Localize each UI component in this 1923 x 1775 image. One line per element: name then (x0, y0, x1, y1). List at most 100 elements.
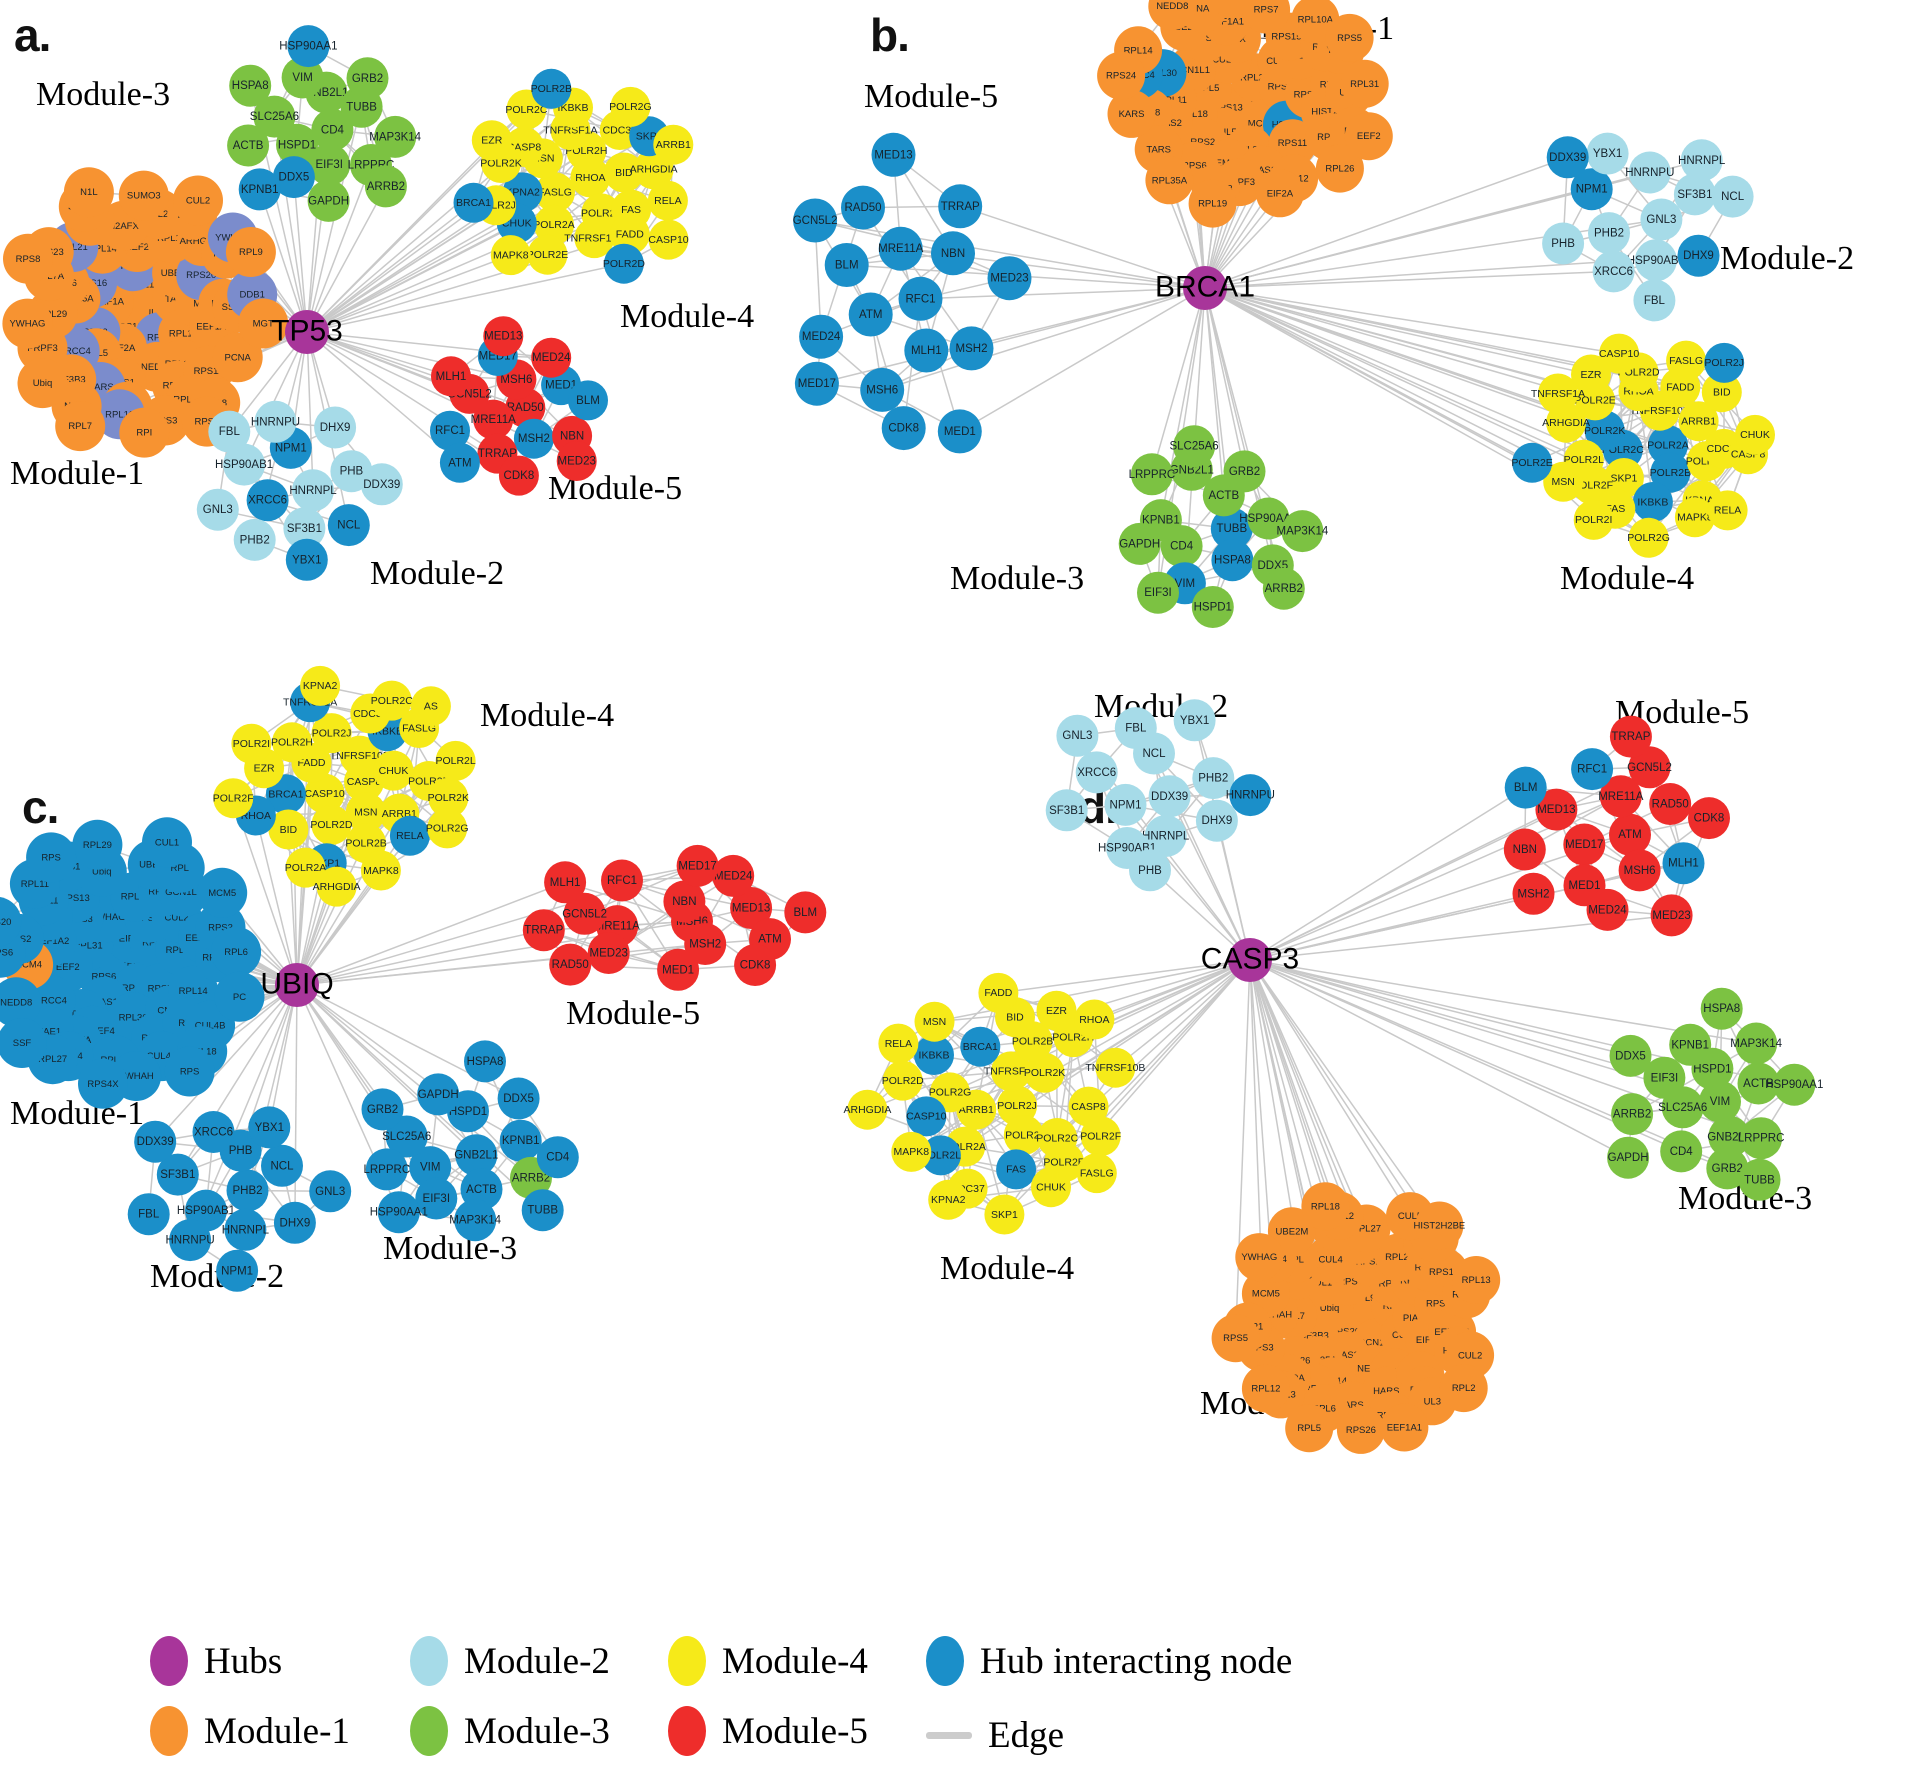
network-node[interactable]: MED17 (1563, 823, 1606, 866)
node-circle[interactable] (55, 401, 106, 452)
network-node[interactable]: TUBB (521, 1189, 564, 1232)
node-circle[interactable] (1129, 849, 1171, 892)
network-node[interactable]: CHUK (1735, 414, 1775, 455)
network-node[interactable]: FASLG (1666, 340, 1707, 381)
network-node[interactable]: MSH2 (513, 418, 554, 459)
node-circle[interactable] (229, 64, 272, 107)
node-circle[interactable] (1584, 410, 1625, 451)
node-circle[interactable] (261, 1144, 303, 1187)
node-circle[interactable] (1211, 1314, 1260, 1363)
network-node[interactable]: MLH1 (431, 356, 471, 397)
node-circle[interactable] (300, 665, 341, 706)
network-node[interactable]: CUL2 (173, 175, 223, 226)
network-node[interactable]: HSPD1 (1191, 586, 1234, 628)
node-circle[interactable] (1241, 1364, 1290, 1413)
node-circle[interactable] (214, 971, 265, 1022)
network-node[interactable]: RFC1 (601, 859, 643, 902)
network-node[interactable]: EIF3I (415, 1177, 458, 1220)
node-circle[interactable] (556, 441, 597, 481)
node-circle[interactable] (365, 1148, 408, 1191)
network-node[interactable]: CD4 (1660, 1130, 1703, 1173)
node-circle[interactable] (527, 234, 568, 275)
node-circle[interactable] (1285, 1404, 1334, 1453)
node-circle[interactable] (308, 143, 351, 186)
network-node[interactable]: CDK8 (734, 944, 777, 986)
node-circle[interactable] (536, 1136, 579, 1179)
node-circle[interactable] (248, 1106, 291, 1149)
network-node[interactable]: DDX39 (1546, 136, 1589, 179)
node-circle[interactable] (1609, 813, 1651, 856)
node-circle[interactable] (1607, 1136, 1650, 1179)
node-circle[interactable] (1024, 1052, 1065, 1093)
network-node[interactable]: DDX5 (497, 1077, 540, 1120)
node-circle[interactable] (1315, 144, 1364, 193)
network-node[interactable]: DHX9 (1195, 799, 1238, 842)
network-node[interactable]: HSPA8 (229, 64, 272, 107)
network-node[interactable]: RELA (878, 1023, 919, 1064)
network-node[interactable]: SUMO3 (118, 170, 169, 221)
network-node[interactable]: XRCC6 (1075, 751, 1118, 794)
node-circle[interactable] (490, 235, 531, 276)
node-circle[interactable] (1031, 1167, 1071, 1208)
node-circle[interactable] (1267, 1207, 1316, 1256)
network-node[interactable]: MED13 (483, 316, 524, 357)
node-circle[interactable] (601, 859, 643, 902)
network-node[interactable]: GRB2 (1223, 450, 1266, 493)
node-circle[interactable] (978, 972, 1019, 1013)
node-circle[interactable] (534, 204, 574, 245)
node-circle[interactable] (156, 1153, 199, 1196)
node-circle[interactable] (1640, 198, 1683, 241)
network-node[interactable]: MAP3K14 (1730, 1022, 1783, 1065)
node-circle[interactable] (1735, 1022, 1778, 1065)
node-circle[interactable] (1735, 414, 1775, 455)
node-circle[interactable] (1130, 453, 1173, 496)
node-circle[interactable] (346, 57, 389, 100)
node-circle[interactable] (1207, 0, 1255, 17)
network-node[interactable]: XRCC6 (246, 479, 289, 522)
network-node[interactable]: FBL (127, 1193, 170, 1236)
node-circle[interactable] (1543, 461, 1584, 502)
node-circle[interactable] (1145, 156, 1194, 205)
node-circle[interactable] (0, 977, 42, 1028)
node-circle[interactable] (1144, 815, 1187, 857)
node-circle[interactable] (841, 185, 885, 230)
node-circle[interactable] (1708, 1115, 1751, 1158)
node-circle[interactable] (497, 1077, 540, 1120)
node-circle[interactable] (1074, 999, 1115, 1040)
node-circle[interactable] (197, 867, 248, 918)
node-circle[interactable] (987, 256, 1032, 301)
network-node[interactable]: ATM (848, 292, 893, 337)
node-circle[interactable] (26, 832, 77, 883)
network-node[interactable]: DDX39 (1148, 775, 1191, 818)
node-circle[interactable] (142, 817, 192, 868)
node-circle[interactable] (226, 1169, 269, 1212)
network-node[interactable]: ATM (1609, 813, 1651, 856)
node-circle[interactable] (1611, 1093, 1654, 1136)
node-circle[interactable] (931, 231, 975, 276)
node-circle[interactable] (385, 1115, 428, 1158)
node-circle[interactable] (1571, 354, 1611, 395)
node-circle[interactable] (1415, 1201, 1464, 1250)
node-circle[interactable] (127, 1193, 170, 1236)
node-circle[interactable] (521, 1189, 564, 1232)
node-circle[interactable] (1210, 507, 1253, 550)
node-circle[interactable] (1707, 490, 1748, 531)
node-circle[interactable] (914, 1001, 955, 1042)
network-node[interactable]: CASP10 (648, 219, 689, 260)
network-node[interactable]: NPM1 (1104, 783, 1147, 826)
node-circle[interactable] (1080, 1116, 1121, 1157)
node-circle[interactable] (427, 808, 468, 849)
network-node[interactable]: KPNA2 (928, 1179, 969, 1220)
network-node[interactable]: BLM (568, 380, 608, 421)
node-circle[interactable] (920, 1135, 961, 1176)
network-node[interactable]: MED24 (712, 854, 755, 897)
node-circle[interactable] (455, 1134, 498, 1177)
network-node[interactable]: GNL3 (1640, 198, 1683, 241)
node-circle[interactable] (409, 1146, 452, 1189)
node-circle[interactable] (1669, 1023, 1712, 1066)
node-circle[interactable] (1173, 699, 1216, 742)
node-circle[interactable] (311, 804, 352, 845)
node-circle[interactable] (1546, 136, 1589, 179)
node-circle[interactable] (1380, 1403, 1429, 1452)
node-circle[interactable] (196, 488, 239, 531)
